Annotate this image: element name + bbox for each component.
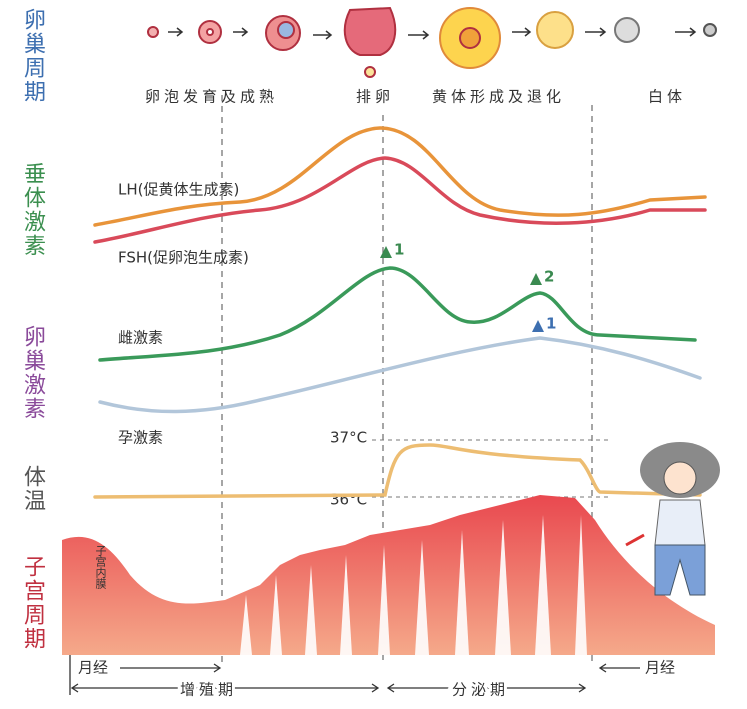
- uterine-phase-label: 月经: [78, 659, 108, 677]
- peak-number: 2: [544, 268, 554, 286]
- lh-curve: [93, 126, 707, 227]
- phase-label: 黄体形成及退化: [432, 88, 565, 106]
- section-label: 体温: [20, 465, 46, 513]
- estrogen-label: 雌激素: [118, 329, 163, 347]
- phase-arrows: [69, 655, 640, 695]
- temp-label: 36°C: [330, 491, 367, 509]
- section-label: 子宫周期: [20, 555, 46, 651]
- uterine-phase-label: 分泌期: [452, 681, 509, 699]
- temperature-curve: [93, 443, 702, 499]
- ovary-icons: [147, 6, 717, 78]
- phase-label: 排卵: [356, 88, 394, 106]
- estrogen-curve: [98, 266, 697, 362]
- figure: [625, 442, 720, 596]
- uterine-phase-label: 月经: [645, 659, 675, 677]
- peak-number: 1: [546, 315, 556, 333]
- section-label: 卵巢激素: [20, 325, 46, 421]
- fsh-label: FSH(促卵泡生成素): [118, 249, 249, 267]
- peak-number: 1: [394, 241, 404, 259]
- peak-marker: [530, 273, 542, 285]
- progesterone-curve: [98, 336, 702, 414]
- label-halo: 增殖期: [180, 681, 237, 699]
- phase-label: 白体: [648, 88, 686, 106]
- section-label: 垂体激素: [20, 162, 46, 258]
- temp-label: 37°C: [330, 429, 367, 447]
- uterine-lining: [62, 495, 715, 655]
- uterine-phase-label: 增殖期: [180, 681, 237, 699]
- phase-label: 卵泡发育及成熟: [145, 88, 278, 106]
- fsh-curve: [93, 156, 707, 244]
- section-label: 卵巢周期: [20, 8, 46, 104]
- lining-label: 子宫内膜: [94, 545, 107, 590]
- label-halo: 分泌期: [452, 681, 509, 699]
- progesterone-label: 孕激素: [118, 429, 163, 447]
- peak-marker: [380, 246, 392, 258]
- lining-glands: [240, 515, 587, 655]
- arrows: [168, 27, 697, 40]
- lh-label: LH(促黄体生成素): [118, 181, 239, 199]
- peak-marker: [532, 320, 544, 332]
